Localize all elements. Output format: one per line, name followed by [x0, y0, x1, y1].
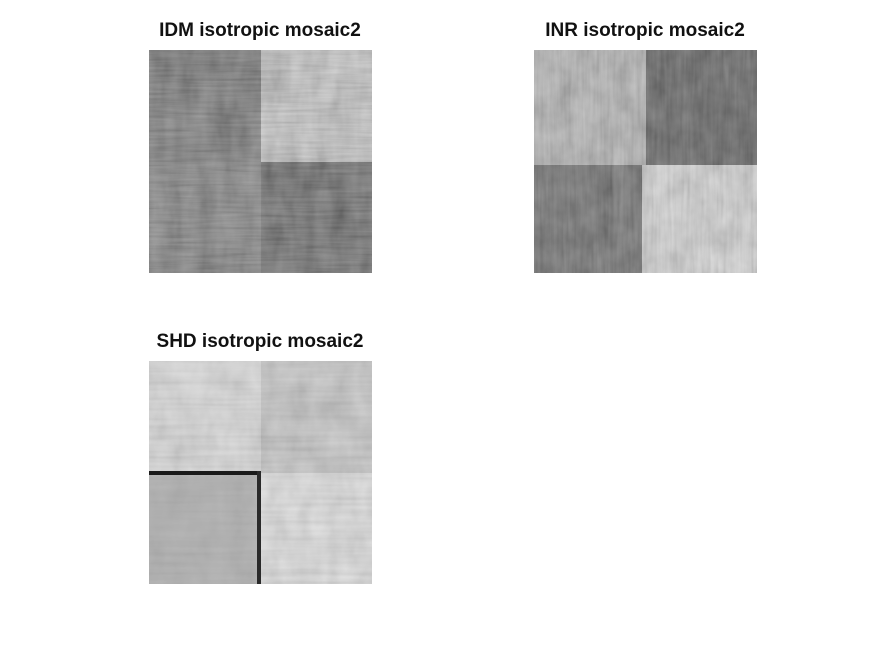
texture-image-inr	[534, 50, 757, 273]
panel-title-inr: INR isotropic mosaic2	[545, 20, 745, 41]
panel-title-shd: SHD isotropic mosaic2	[156, 331, 364, 352]
texture-image-shd	[149, 361, 372, 584]
texture-image-idm	[149, 50, 372, 273]
panel-title-idm: IDM isotropic mosaic2	[159, 20, 361, 41]
